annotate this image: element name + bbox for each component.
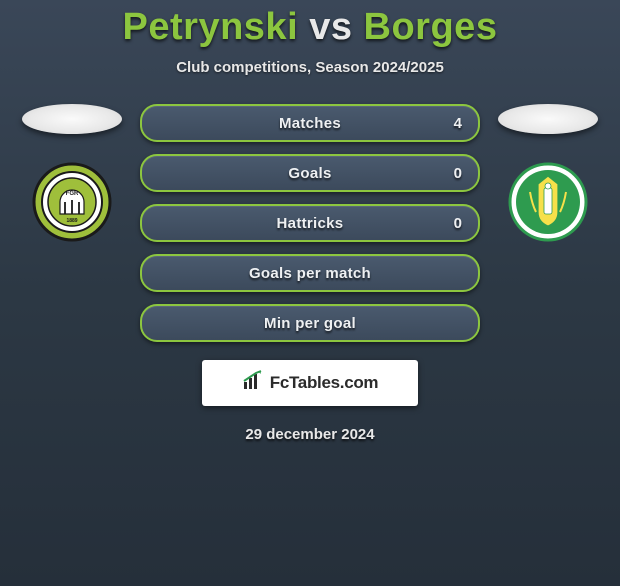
stats-column: Matches 4 Goals 0 Hattricks 0 Goals per …	[140, 104, 480, 342]
player-left-col: FGR 1889	[22, 104, 122, 242]
player1-club-badge: FGR 1889	[32, 162, 112, 242]
stat-value: 0	[454, 156, 462, 190]
stat-label: Hattricks	[277, 215, 344, 232]
stat-value: 0	[454, 206, 462, 240]
stat-row-goals: Goals 0	[140, 154, 480, 192]
player1-avatar	[22, 104, 122, 134]
footer-date: 29 december 2024	[0, 426, 620, 443]
stat-value: 4	[454, 106, 462, 140]
player-right-col	[498, 104, 598, 242]
stat-row-hattricks: Hattricks 0	[140, 204, 480, 242]
svg-text:FGR: FGR	[66, 191, 79, 197]
content-row: FGR 1889 Matches 4 Goals 0 Hattricks 0 G…	[0, 104, 620, 342]
brand-text: FcTables.com	[270, 373, 379, 393]
player2-avatar	[498, 104, 598, 134]
stat-label: Goals per match	[249, 265, 371, 282]
subtitle: Club competitions, Season 2024/2025	[0, 59, 620, 76]
player1-name: Petrynski	[123, 6, 299, 48]
stat-label: Min per goal	[264, 315, 356, 332]
player2-name: Borges	[364, 6, 498, 48]
svg-text:1889: 1889	[66, 218, 77, 224]
stat-row-min-per-goal: Min per goal	[140, 304, 480, 342]
stat-row-matches: Matches 4	[140, 104, 480, 142]
chart-icon	[242, 370, 264, 397]
player2-club-badge	[508, 162, 588, 242]
stat-label: Matches	[279, 115, 341, 132]
vs-text: vs	[309, 6, 352, 48]
stat-label: Goals	[288, 165, 331, 182]
brand-box: FcTables.com	[202, 360, 418, 406]
stat-row-goals-per-match: Goals per match	[140, 254, 480, 292]
comparison-title: Petrynski vs Borges	[0, 6, 620, 49]
